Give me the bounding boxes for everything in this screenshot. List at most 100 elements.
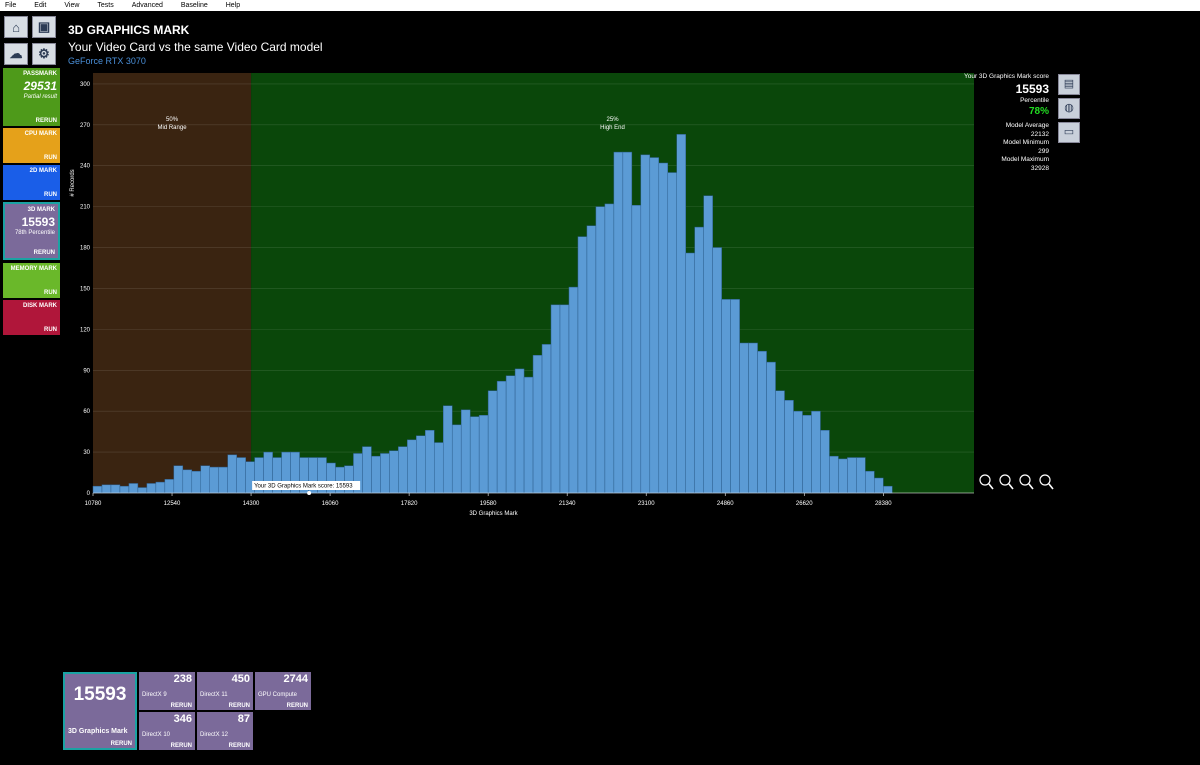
rerun-button[interactable]: RERUN bbox=[286, 703, 308, 709]
histogram-bar bbox=[604, 203, 615, 494]
histogram-bar bbox=[631, 205, 642, 494]
zoom-control[interactable] bbox=[979, 474, 991, 486]
tile-label: DirectX 11 bbox=[200, 692, 228, 698]
histogram-bar bbox=[622, 151, 633, 494]
histogram-bar bbox=[371, 455, 381, 494]
rerun-button[interactable]: RERUN bbox=[170, 743, 192, 749]
histogram-bar bbox=[227, 454, 237, 494]
histogram-bar bbox=[434, 442, 444, 494]
tile-score: 87 bbox=[237, 713, 250, 725]
tile-score: 450 bbox=[231, 673, 250, 685]
run-button[interactable]: RUN bbox=[44, 290, 57, 296]
histogram-bar bbox=[865, 470, 875, 494]
3d-tile[interactable]: 3D MARK 15593 78th Percentile RERUN bbox=[3, 202, 60, 260]
zoom-control[interactable] bbox=[1019, 474, 1031, 486]
histogram-bar bbox=[460, 409, 471, 494]
percentile-label: Percentile bbox=[1020, 96, 1049, 104]
histogram-bar bbox=[389, 450, 399, 494]
system-info-button[interactable]: ▣ bbox=[32, 16, 56, 38]
model-name: GeForce RTX 3070 bbox=[68, 56, 146, 66]
histogram-bar bbox=[146, 483, 157, 494]
menu-item[interactable]: View bbox=[64, 2, 80, 9]
range-region bbox=[93, 73, 252, 493]
run-button[interactable]: RUN bbox=[44, 155, 57, 161]
rerun-button[interactable]: RERUN bbox=[33, 250, 55, 256]
y-tick-label: 270 bbox=[80, 123, 91, 129]
menu-item[interactable]: Advanced bbox=[131, 2, 163, 9]
tile-title: DISK MARK bbox=[23, 303, 57, 309]
histogram-bar bbox=[505, 375, 516, 494]
histogram-bar bbox=[137, 487, 148, 494]
tile-title: MEMORY MARK bbox=[10, 266, 57, 272]
x-tick-label: 16060 bbox=[322, 501, 339, 507]
tile-label: DirectX 12 bbox=[200, 732, 229, 738]
menu-item[interactable]: Baseline bbox=[180, 2, 208, 9]
histogram-bar bbox=[883, 485, 893, 494]
histogram-bar bbox=[550, 304, 561, 494]
zoom-control[interactable] bbox=[1039, 474, 1051, 486]
memory-tile[interactable]: MEMORY MARK RUN bbox=[3, 263, 60, 298]
subtest-tile[interactable]: 87 DirectX 12 RERUN bbox=[197, 712, 253, 750]
histogram-bar bbox=[200, 465, 210, 494]
settings-button[interactable]: ⚙ bbox=[32, 43, 56, 65]
average-label: Model Average bbox=[1005, 122, 1049, 129]
rerun-button[interactable]: RERUN bbox=[35, 118, 57, 124]
card-button[interactable]: ▭ bbox=[1058, 122, 1080, 143]
subtest-tile[interactable]: 238 DirectX 9 RERUN bbox=[139, 672, 195, 710]
histogram-bar bbox=[101, 484, 112, 494]
histogram-bar bbox=[640, 154, 651, 494]
histogram-bar bbox=[748, 342, 758, 494]
range-label: High End bbox=[600, 125, 625, 131]
zoom-control[interactable] bbox=[999, 474, 1011, 486]
percentile-value: 78% bbox=[1028, 106, 1049, 117]
home-button[interactable]: ⌂ bbox=[4, 16, 28, 38]
upload-button[interactable]: ☁ bbox=[4, 43, 28, 65]
menu-item[interactable]: Tests bbox=[97, 2, 114, 9]
tile-score: 238 bbox=[173, 673, 192, 685]
maximum-value: 32928 bbox=[1030, 164, 1049, 172]
tile-label: 3D Graphics Mark bbox=[68, 728, 128, 735]
tile-score: 2744 bbox=[283, 673, 308, 685]
histogram-bar bbox=[236, 457, 246, 494]
disk-tile[interactable]: DISK MARK RUN bbox=[3, 300, 60, 335]
histogram-bar bbox=[703, 195, 713, 494]
main-score-tile[interactable]: 15593 3D Graphics Mark RERUN bbox=[63, 672, 137, 750]
y-tick-label: 90 bbox=[83, 368, 90, 374]
histogram-bar bbox=[478, 415, 489, 494]
cpu-tile[interactable]: CPU MARK RUN bbox=[3, 128, 60, 163]
histogram-bar bbox=[218, 466, 228, 494]
menu-item[interactable]: Help bbox=[225, 2, 241, 9]
x-axis-label: 3D Graphics Mark bbox=[469, 511, 518, 517]
score-marker bbox=[307, 491, 312, 495]
menu-item[interactable]: Edit bbox=[34, 2, 47, 9]
histogram-bar bbox=[757, 350, 767, 494]
2d-tile[interactable]: 2D MARK RUN bbox=[3, 165, 60, 200]
histogram-bar bbox=[425, 430, 435, 494]
score-value: 15593 bbox=[1015, 81, 1049, 96]
rerun-button[interactable]: RERUN bbox=[110, 741, 132, 747]
subtest-tile[interactable]: 2744 GPU Compute RERUN bbox=[255, 672, 311, 710]
run-button[interactable]: RUN bbox=[44, 327, 57, 333]
x-tick-label: 17820 bbox=[401, 501, 418, 507]
passmark-tile[interactable]: PASSMARK 29531 Partial result RERUN bbox=[3, 68, 60, 126]
x-tick-label: 12540 bbox=[164, 501, 181, 507]
histogram-bar bbox=[577, 236, 588, 494]
menu-item[interactable]: File bbox=[5, 2, 17, 9]
x-tick-label: 21340 bbox=[559, 501, 576, 507]
web-button[interactable]: ◍ bbox=[1058, 98, 1080, 119]
histogram-bar bbox=[416, 435, 426, 494]
x-tick-label: 19580 bbox=[480, 501, 497, 507]
run-button[interactable]: RUN bbox=[44, 192, 57, 198]
report-button[interactable]: ▤ bbox=[1058, 74, 1080, 95]
histogram-bar bbox=[658, 162, 669, 494]
x-tick-label: 26620 bbox=[796, 501, 813, 507]
subtest-tile[interactable]: 346 DirectX 10 RERUN bbox=[139, 712, 195, 750]
rerun-button[interactable]: RERUN bbox=[228, 703, 250, 709]
rerun-button[interactable]: RERUN bbox=[228, 743, 250, 749]
summary-panel: Your 3D Graphics Mark score 15593 Percen… bbox=[964, 73, 1049, 173]
subtest-tile[interactable]: 450 DirectX 11 RERUN bbox=[197, 672, 253, 710]
rerun-button[interactable]: RERUN bbox=[170, 703, 192, 709]
y-tick-label: 240 bbox=[80, 164, 91, 170]
y-tick-label: 30 bbox=[83, 450, 90, 456]
